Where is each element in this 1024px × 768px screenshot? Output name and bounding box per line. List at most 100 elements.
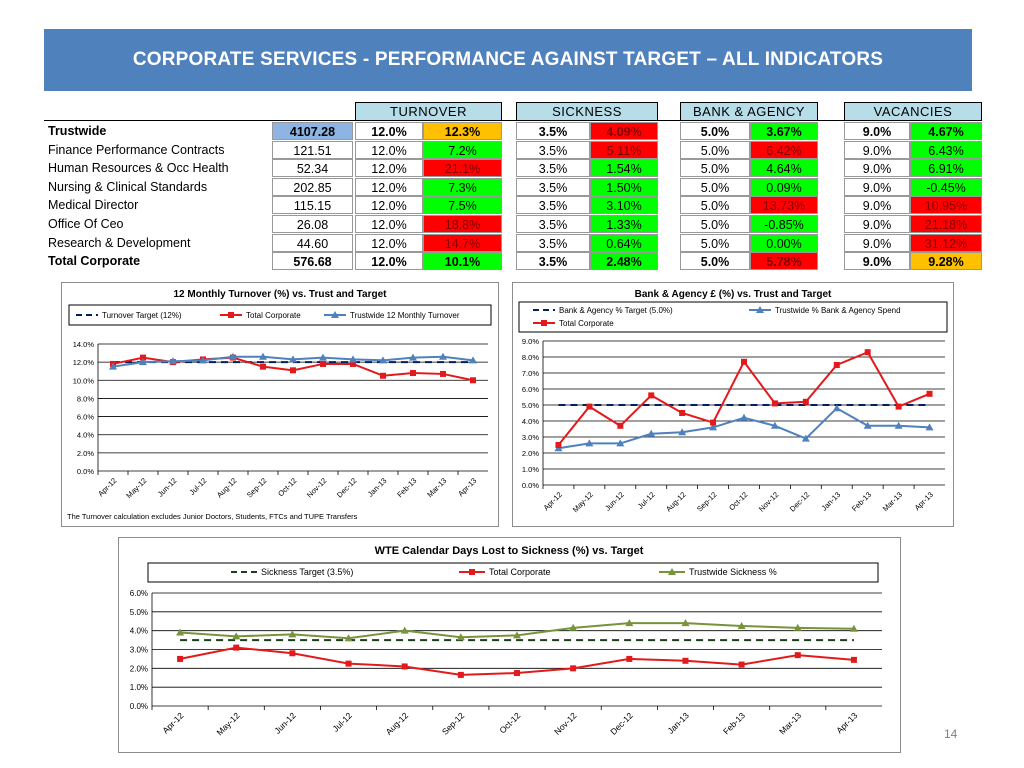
bank-actual-cell: 5.78%: [750, 252, 818, 271]
sickness-actual-cell: 1.33%: [590, 215, 658, 233]
data-point: [681, 619, 690, 627]
data-point: [863, 421, 872, 429]
data-point: [738, 661, 745, 668]
x-tick-label: Dec-12: [788, 490, 811, 513]
x-tick-label: Apr-13: [456, 476, 478, 498]
x-tick-label: Feb-13: [721, 710, 747, 736]
x-tick-label: Sep-12: [695, 490, 718, 513]
vacancy-actual-cell: 4.67%: [910, 122, 982, 140]
data-point: [469, 356, 477, 364]
chart-footnote: The Turnover calculation excludes Junior…: [67, 512, 358, 521]
vacancy-target-cell: 9.0%: [844, 215, 910, 233]
vacancy-actual-cell: 9.28%: [910, 252, 982, 271]
data-point: [380, 372, 386, 379]
data-point: [176, 628, 185, 636]
legend-label: Turnover Target (12%): [102, 311, 182, 320]
x-tick-label: Jun-12: [272, 710, 298, 736]
turnover-target-cell: 12.0%: [355, 252, 423, 271]
turnover-actual-cell: 7.5%: [423, 196, 502, 215]
data-point: [457, 671, 464, 678]
performance-table: TURNOVER SICKNESS BANK & AGENCY VACANCIES Tr…: [0, 0, 1024, 280]
x-tick-label: May-12: [215, 710, 242, 737]
turnover-target-cell: 12.0%: [355, 215, 423, 233]
turnover-chart-svg: 12 Monthly Turnover (%) vs. Trust and Ta…: [67, 289, 492, 521]
legend-label: Sickness Target (3.5%): [261, 567, 353, 577]
row-name-cell: Finance Performance Contracts: [48, 142, 225, 157]
vacancy-target-cell: 9.0%: [844, 196, 910, 215]
wte-cell: 115.15: [272, 196, 353, 215]
data-point: [290, 367, 296, 374]
bank-actual-cell: -0.85%: [750, 215, 818, 233]
x-tick-label: Mar-13: [425, 476, 448, 499]
y-tick-label: 4.0%: [130, 627, 148, 636]
data-point: [794, 652, 801, 659]
sickness-target-cell: 3.5%: [516, 140, 590, 159]
legend-marker: [668, 568, 676, 575]
legend-item: Turnover Target (12%): [76, 311, 182, 320]
series-2: [176, 619, 858, 642]
turnover-actual-cell: 12.3%: [423, 122, 502, 140]
data-point: [617, 422, 624, 429]
page-number: 14: [944, 727, 958, 741]
data-point: [864, 349, 871, 356]
data-point: [740, 413, 748, 421]
x-tick-label: Jul-12: [188, 476, 209, 497]
vacancy-actual-cell: 21.18%: [910, 215, 982, 233]
y-tick-label: 2.0%: [522, 449, 539, 458]
x-tick-label: Jun-12: [603, 490, 626, 513]
legend-label: Trustwide 12 Monthly Turnover: [350, 311, 460, 320]
bank-agency-chart-svg: Bank & Agency £ (%) vs. Trust and Target…: [518, 289, 948, 514]
x-tick-label: May-12: [571, 490, 595, 514]
data-point: [679, 410, 686, 416]
data-point: [894, 421, 903, 429]
wte-cell: 202.85: [272, 177, 353, 196]
x-tick-label: Oct-12: [497, 710, 522, 735]
data-point: [232, 632, 241, 640]
sickness-header: SICKNESS: [516, 102, 658, 121]
legend-item: Trustwide % Bank & Agency Spend: [749, 306, 901, 315]
x-tick-label: Jan-13: [366, 476, 389, 499]
data-point: [401, 663, 408, 670]
x-tick-label: Nov-12: [305, 476, 328, 499]
turnover-chart: 12 Monthly Turnover (%) vs. Trust and Ta…: [61, 282, 499, 527]
bank-target-cell: 5.0%: [680, 233, 750, 252]
data-point: [260, 363, 266, 370]
vacancy-target-cell: 9.0%: [844, 177, 910, 196]
sickness-target-cell: 3.5%: [516, 122, 590, 140]
row-name-cell: Research & Development: [48, 235, 191, 250]
wte-cell: 26.08: [272, 215, 353, 233]
turnover-actual-cell: 14.7%: [423, 233, 502, 252]
data-point: [569, 623, 578, 631]
chart-title: Bank & Agency £ (%) vs. Trust and Target: [635, 289, 832, 300]
vacancies-header: VACANCIES: [844, 102, 982, 121]
series-1: [177, 644, 857, 678]
x-tick-label: Jun-12: [156, 476, 179, 499]
y-tick-label: 3.0%: [522, 433, 539, 442]
series-2: [109, 352, 477, 370]
sickness-target-cell: 3.5%: [516, 196, 590, 215]
data-point: [793, 623, 802, 631]
data-point: [709, 423, 718, 431]
x-tick-label: Mar-13: [777, 710, 803, 736]
bank-agency-chart: Bank & Agency £ (%) vs. Trust and Target…: [512, 282, 954, 527]
x-tick-label: Oct-12: [276, 476, 298, 498]
data-point: [440, 370, 446, 377]
bank-agency-header: BANK & AGENCY: [680, 102, 818, 121]
data-point: [570, 665, 577, 672]
data-point: [199, 356, 207, 364]
x-tick-label: Nov-12: [552, 710, 579, 737]
series-1: [554, 404, 934, 452]
sickness-actual-cell: 2.48%: [590, 252, 658, 271]
legend-marker: [756, 306, 764, 313]
x-tick-label: Apr-12: [96, 476, 118, 498]
y-tick-label: 8.0%: [77, 394, 94, 403]
sickness-target-cell: 3.5%: [516, 215, 590, 233]
data-point: [259, 352, 267, 360]
y-tick-label: 4.0%: [77, 431, 94, 440]
y-tick-label: 4.0%: [522, 417, 539, 426]
x-tick-label: Dec-12: [335, 476, 358, 499]
data-point: [514, 670, 520, 677]
legend-item: Total Corporate: [533, 319, 614, 328]
vacancy-actual-cell: 6.43%: [910, 140, 982, 159]
legend-box: [518, 301, 948, 333]
